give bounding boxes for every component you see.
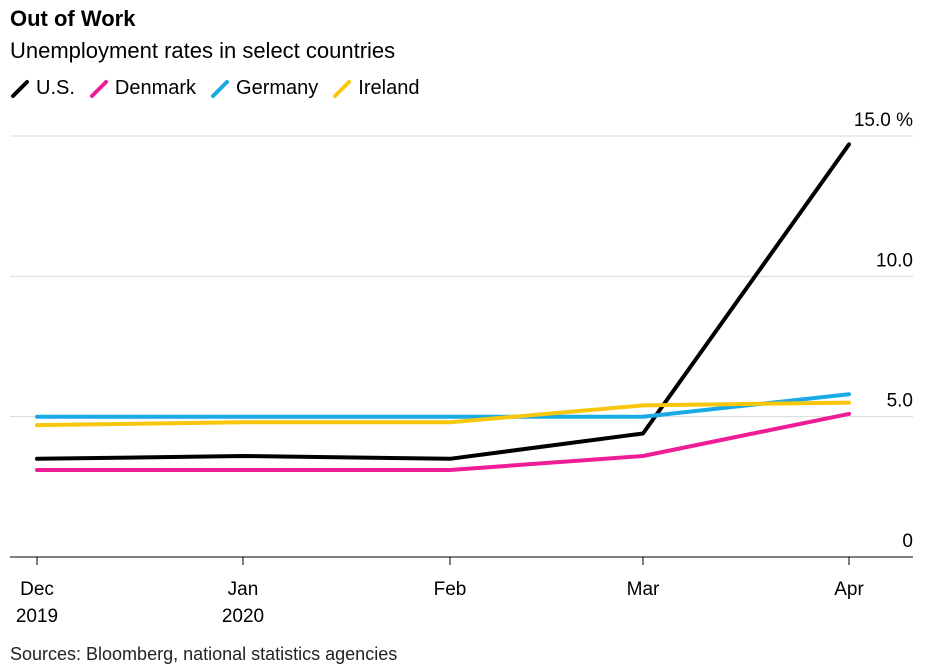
legend-swatch-germany bbox=[211, 79, 230, 98]
legend-swatch-us bbox=[11, 79, 29, 98]
series-line-us bbox=[35, 142, 851, 461]
x-tick-label: Dec bbox=[20, 579, 54, 600]
x-tick-label: 2019 bbox=[16, 606, 58, 627]
legend-label-denmark: Denmark bbox=[114, 77, 197, 99]
y-tick-label: 10.0 bbox=[876, 250, 913, 271]
x-tick-label: Apr bbox=[834, 579, 864, 600]
legend-item-denmark: Denmark bbox=[89, 77, 196, 100]
chart-title: Out of Work bbox=[10, 6, 136, 31]
y-tick-label: 15.0 % bbox=[854, 110, 913, 131]
source-note: Sources: Bloomberg, national statistics … bbox=[10, 644, 398, 664]
x-tick-label: 2020 bbox=[222, 606, 264, 627]
legend-swatch-ireland bbox=[333, 79, 352, 98]
legend-label-ireland: Ireland bbox=[358, 77, 420, 99]
y-tick-label: 0 bbox=[902, 531, 913, 552]
legend-item-us: U.S. bbox=[10, 77, 75, 100]
x-tick-label: Mar bbox=[627, 579, 660, 600]
legend: U.S. Denmark Germany Ireland bbox=[10, 77, 433, 100]
x-tick-label: Jan bbox=[228, 579, 259, 600]
y-tick-label: 5.0 bbox=[887, 391, 913, 412]
x-tick-label: Feb bbox=[434, 579, 467, 600]
chart-subtitle: Unemployment rates in select countries bbox=[10, 38, 396, 63]
legend-swatch-denmark bbox=[89, 79, 108, 98]
series-line-germany bbox=[35, 392, 851, 419]
legend-label-us: U.S. bbox=[36, 77, 75, 99]
legend-item-germany: Germany bbox=[210, 77, 318, 100]
series-line-denmark bbox=[35, 411, 851, 472]
legend-label-germany: Germany bbox=[236, 77, 319, 99]
legend-item-ireland: Ireland bbox=[332, 77, 419, 100]
series-line-ireland bbox=[35, 400, 851, 428]
